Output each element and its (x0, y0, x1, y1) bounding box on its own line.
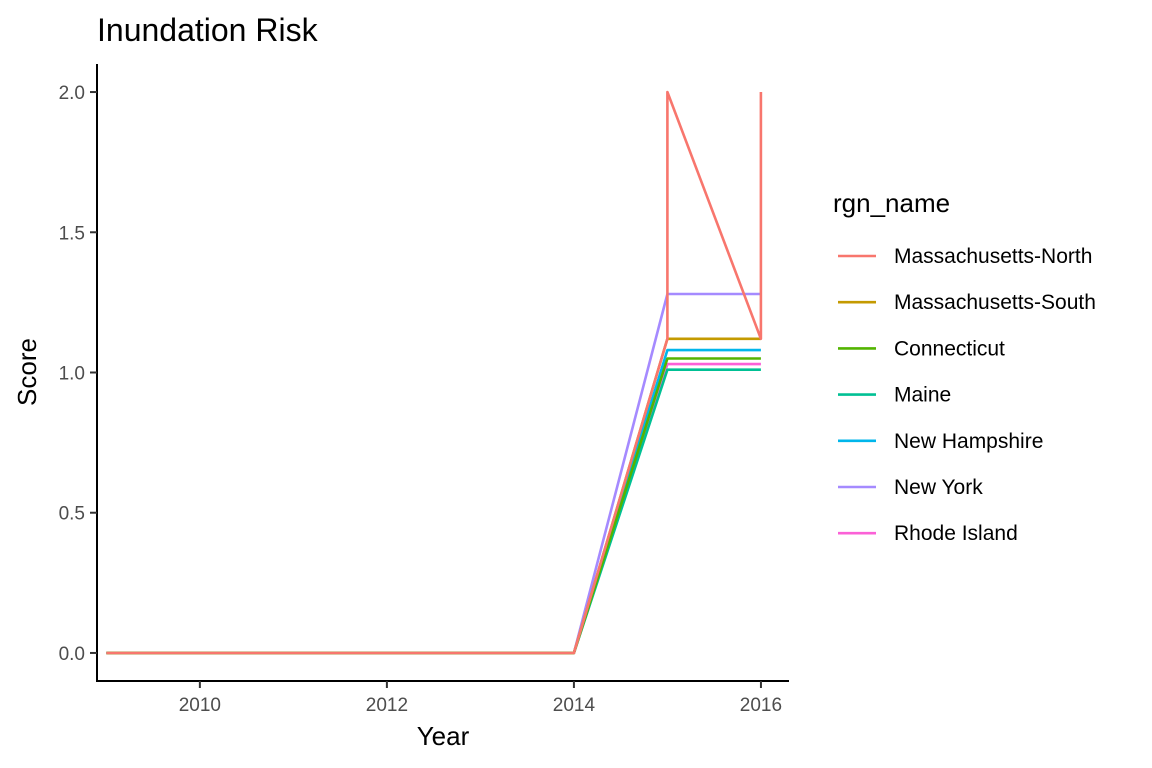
legend-item-massachusetts-north: Massachusetts-North (838, 245, 1092, 268)
legend-item-new-york: New York (838, 476, 983, 499)
legend-item-new-hampshire: New Hampshire (838, 430, 1043, 453)
y-tick-label: 1.5 (59, 223, 85, 244)
legend-label: New Hampshire (894, 430, 1043, 453)
legend-label: Massachusetts-North (894, 245, 1092, 268)
legend-item-rhode-island: Rhode Island (838, 522, 1018, 545)
y-tick-label: 2.0 (59, 83, 85, 104)
x-tick-label: 2010 (179, 695, 221, 716)
legend: rgn_name Massachusetts-NorthMassachusett… (833, 188, 1096, 545)
x-tick-label: 2014 (553, 695, 596, 716)
x-tick-label: 2012 (366, 695, 408, 716)
legend-label: Maine (894, 384, 951, 407)
legend-items: Massachusetts-North Massachusetts-South Co… (838, 245, 1096, 545)
y-tick-label: 0.0 (59, 644, 85, 665)
legend-label: Connecticut (894, 337, 1005, 360)
legend-label: Rhode Island (894, 522, 1018, 545)
y-axis-ticks: 0.0 0.5 1.0 1.5 2.0 (59, 83, 97, 665)
legend-label: Massachusetts-South (894, 291, 1096, 314)
series-line-new-hampshire (106, 348, 761, 655)
series-line-new-york (106, 292, 761, 655)
y-tick-label: 1.0 (59, 364, 85, 385)
x-axis-title: Year (417, 721, 470, 751)
y-axis-title: Score (12, 338, 42, 406)
series-line-rhode-island (106, 362, 761, 655)
legend-item-massachusetts-south: Massachusetts-South (838, 291, 1096, 314)
legend-label: New York (894, 476, 983, 499)
x-tick-label: 2016 (740, 695, 782, 716)
chart-title: Inundation Risk (97, 12, 319, 48)
y-tick-label: 0.5 (59, 504, 85, 525)
plot-area (106, 90, 763, 655)
legend-title: rgn_name (833, 188, 950, 218)
series-line-massachusetts-north (106, 90, 763, 655)
legend-item-connecticut: Connecticut (838, 337, 1005, 360)
series-line-maine (106, 368, 761, 655)
series-line-connecticut (106, 357, 761, 655)
legend-item-maine: Maine (838, 384, 951, 407)
x-axis-ticks: 2010 2012 2014 2016 (179, 681, 782, 716)
